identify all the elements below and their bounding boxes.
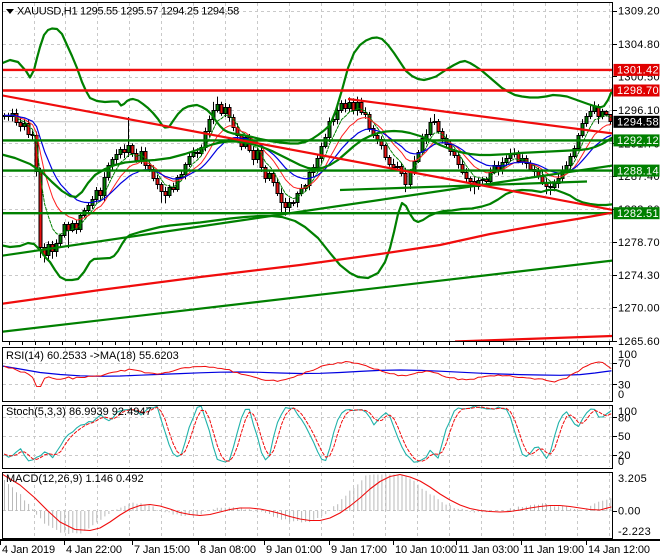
svg-text:1304.80: 1304.80	[618, 39, 660, 51]
svg-text:1298.70: 1298.70	[617, 85, 659, 97]
svg-text:20: 20	[618, 450, 631, 462]
svg-text:10 Jan 10:00: 10 Jan 10:00	[395, 544, 457, 556]
svg-text:1265.60: 1265.60	[618, 336, 660, 348]
svg-text:70: 70	[618, 358, 631, 370]
svg-text:8 Jan 08:00: 8 Jan 08:00	[200, 544, 256, 556]
svg-text:14 Jan 12:00: 14 Jan 12:00	[588, 544, 650, 556]
svg-text:1296.10: 1296.10	[618, 105, 660, 117]
svg-text:0.00: 0.00	[618, 506, 641, 518]
svg-text:9 Jan 17:00: 9 Jan 17:00	[331, 544, 387, 556]
svg-text:4 Jan 2019: 4 Jan 2019	[2, 544, 55, 556]
svg-text:RSI(14) 60.2533 ->MA(18) 55.6: RSI(14) 60.2533 ->MA(18) 55.6203	[6, 350, 179, 362]
svg-text:3.205: 3.205	[618, 473, 647, 485]
svg-text:1274.30: 1274.30	[618, 270, 660, 282]
svg-text:100: 100	[618, 406, 637, 418]
svg-text:11 Jan 19:00: 11 Jan 19:00	[523, 544, 584, 556]
svg-text:XAUUSD,H1 1295.55 1295.57 129: XAUUSD,H1 1295.55 1295.57 1294.25 1294.5…	[17, 6, 239, 18]
svg-text:1294.58: 1294.58	[617, 117, 659, 129]
svg-text:7 Jan 15:00: 7 Jan 15:00	[134, 544, 190, 556]
svg-text:1309.20: 1309.20	[618, 6, 660, 18]
svg-text:0: 0	[618, 456, 624, 468]
svg-text:1292.12: 1292.12	[617, 135, 659, 147]
svg-text:4 Jan 22:00: 4 Jan 22:00	[66, 544, 122, 556]
svg-text:-2.223: -2.223	[618, 526, 651, 538]
svg-text:50: 50	[618, 431, 631, 443]
svg-text:100: 100	[618, 349, 637, 361]
svg-text:1288.14: 1288.14	[617, 165, 659, 177]
svg-text:0: 0	[618, 389, 624, 401]
svg-text:80: 80	[618, 412, 631, 424]
svg-text:1270.00: 1270.00	[618, 303, 660, 315]
svg-text:1282.51: 1282.51	[617, 208, 659, 220]
svg-text:Stoch(5,3,3) 86.9939 92.4947: Stoch(5,3,3) 86.9939 92.4947	[6, 406, 152, 418]
svg-text:30: 30	[618, 380, 631, 392]
svg-text:1301.42: 1301.42	[617, 65, 659, 77]
svg-text:1278.70: 1278.70	[618, 237, 660, 249]
svg-text:11 Jan 03:00: 11 Jan 03:00	[458, 544, 519, 556]
svg-text:MACD(12,26,9) 1.146 0.492: MACD(12,26,9) 1.146 0.492	[6, 473, 144, 485]
svg-text:9 Jan 01:00: 9 Jan 01:00	[266, 544, 322, 556]
